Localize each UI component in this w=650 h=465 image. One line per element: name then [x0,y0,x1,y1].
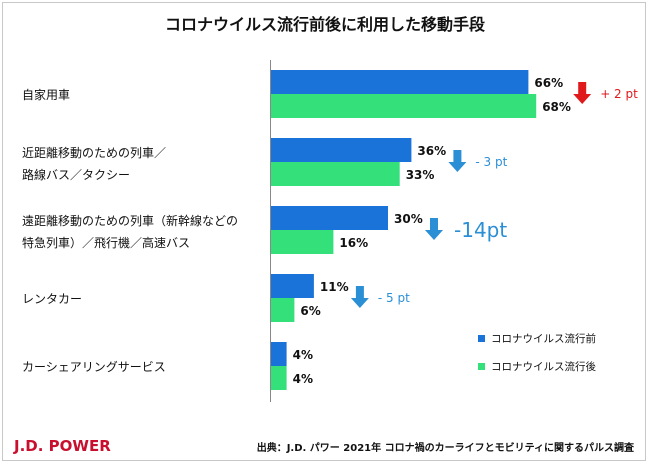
category-label: 遠距離移動のための列車（新幹線などの [22,213,238,228]
bar [271,342,287,366]
data-label: 66% [534,76,563,90]
data-label: 30% [394,212,423,226]
change-label: - 3 pt [475,155,507,169]
category-label: 近距離移動のための列車／ [22,146,166,160]
source-note: 出典：J.D. パワー 2021年 コロナ禍のカーライフとモビリティに関するパル… [257,441,635,454]
plot-area: 自家用車 66% 68% + 2 pt 近距離移動のための列車／ 路線バス／タクシー 36%… [22,70,638,390]
data-label: 68% [542,100,571,114]
jd-power-logo: J.D. POWER [13,437,111,455]
category-label: カーシェアリングサービス [22,360,166,374]
bar [271,162,400,186]
bar [271,70,529,94]
data-label: 33% [406,168,435,182]
bar [271,94,537,118]
bar [271,206,388,230]
data-label: 4% [293,372,313,386]
bar [271,274,314,298]
category-label: 自家用車 [22,87,70,102]
bar [271,298,295,322]
bar [271,138,412,162]
bar [271,230,334,254]
arrow-down-icon [573,82,592,104]
category-label: 特急列車）／飛行機／高速バス [22,235,190,250]
category-label: レンタカー [22,292,82,306]
category-label: 路線バス／タクシー [22,167,130,182]
data-label: 11% [320,280,349,294]
arrow-down-icon [448,150,467,172]
chart-frame [2,2,646,461]
arrow-down-icon [425,218,443,240]
data-label: 4% [293,348,313,362]
change-label: - 5 pt [378,291,410,305]
legend-label: コロナウイルス流行前 [491,332,596,345]
data-label: 16% [339,236,368,250]
legend-swatch [478,363,485,370]
legend-label: コロナウイルス流行後 [491,360,596,373]
change-label: -14pt [454,218,507,242]
arrow-down-icon [350,286,369,308]
data-label: 6% [300,304,320,318]
data-label: 36% [417,144,446,158]
change-label: + 2 pt [600,87,638,101]
bar [271,366,287,390]
chart-title: コロナウイルス流行前後に利用した移動手段 [165,15,486,34]
legend-swatch [478,335,485,342]
